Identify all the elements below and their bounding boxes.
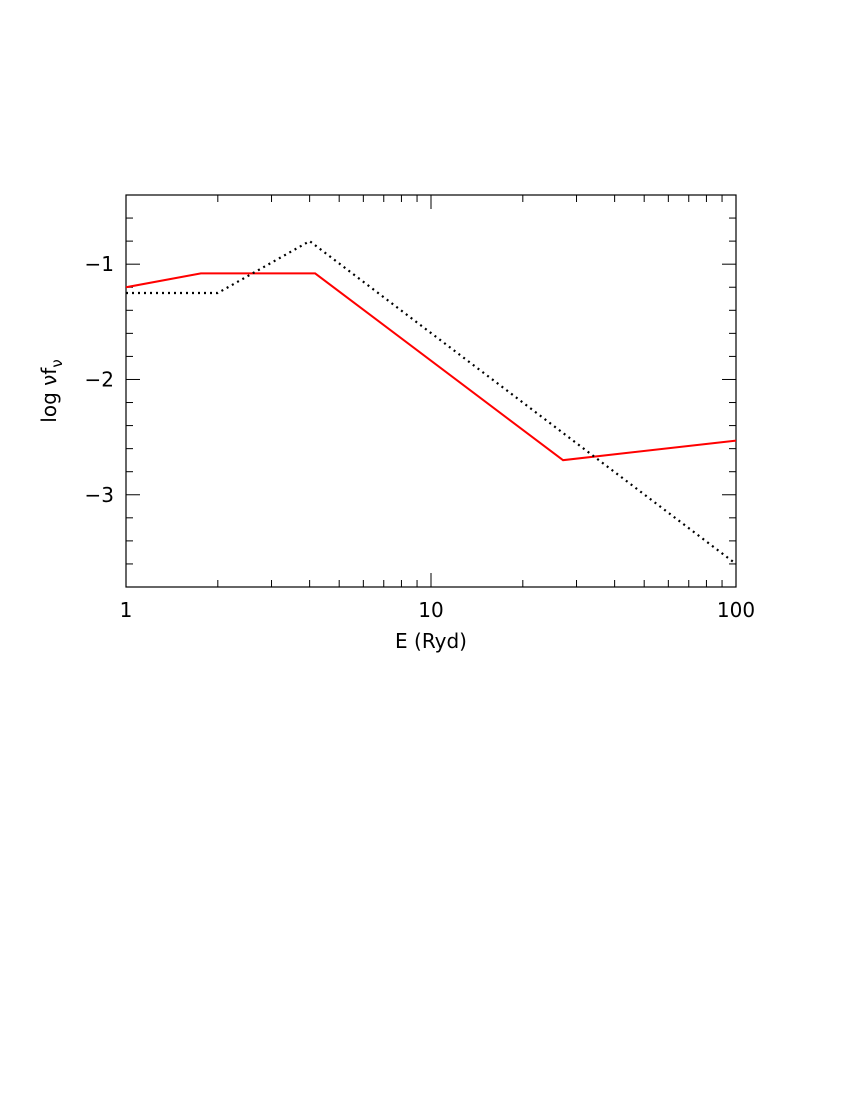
y-tick-label: −2 bbox=[85, 367, 114, 391]
y-axis-label: log νfν bbox=[37, 359, 66, 422]
y-axis-label-sub: ν bbox=[48, 359, 66, 367]
series-line bbox=[126, 239, 737, 565]
x-tick-label: 10 bbox=[418, 598, 443, 622]
plot-frame bbox=[125, 194, 737, 588]
x-tick-label: 1 bbox=[120, 598, 133, 622]
x-axis-label: E (Ryd) bbox=[395, 629, 467, 653]
series-line bbox=[125, 272, 737, 462]
y-tick-label: −3 bbox=[85, 483, 114, 507]
y-axis-label-main: log νf bbox=[37, 367, 61, 423]
y-tick-label: −1 bbox=[85, 252, 114, 276]
x-tick-label: 100 bbox=[717, 598, 755, 622]
